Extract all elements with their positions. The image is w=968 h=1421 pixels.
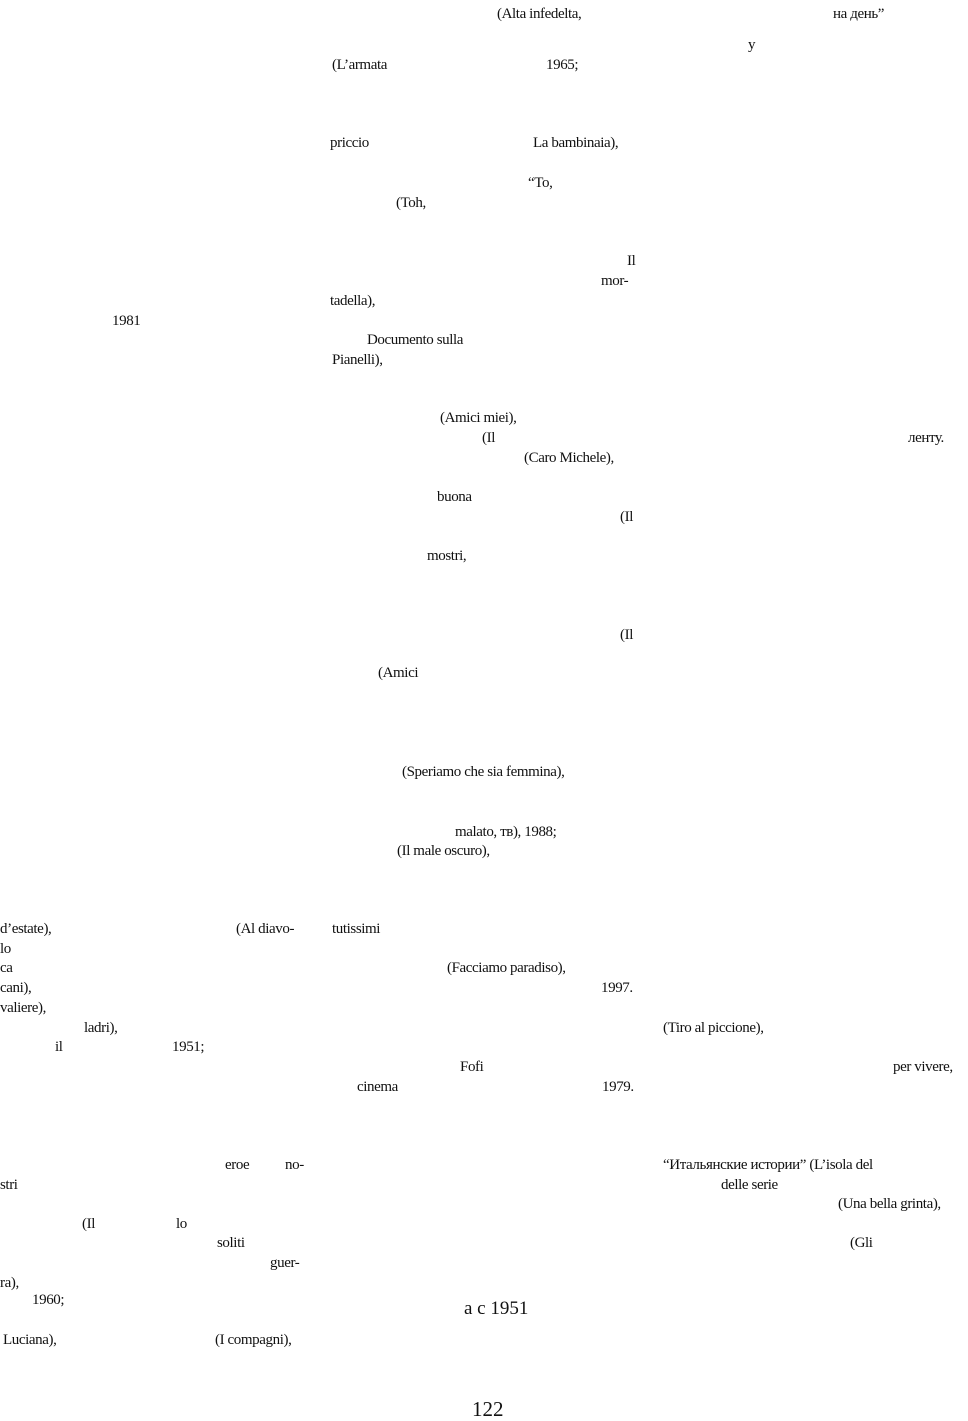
- text-fragment: 1965;: [546, 57, 579, 73]
- text-fragment: 1979.: [602, 1079, 634, 1095]
- text-fragment: per vivere,: [893, 1059, 953, 1075]
- text-fragment: (Gli: [850, 1235, 873, 1251]
- text-fragment: (Il: [620, 509, 633, 525]
- text-fragment: у: [748, 37, 756, 53]
- text-fragment: (Una bella grinta),: [838, 1196, 941, 1212]
- text-fragment: delle serie: [721, 1177, 778, 1193]
- text-fragment: eroe: [225, 1157, 250, 1173]
- text-fragment: (Il: [82, 1216, 95, 1232]
- text-fragment: (I compagni),: [215, 1332, 292, 1348]
- text-fragment: Luciana),: [3, 1332, 57, 1348]
- text-fragment: no-: [285, 1157, 304, 1173]
- text-fragment: lo: [176, 1216, 187, 1232]
- text-fragment: 1951;: [172, 1039, 205, 1055]
- text-fragment: на день”: [833, 6, 885, 22]
- text-fragment: guer-: [270, 1255, 300, 1271]
- text-fragment: (Il: [482, 430, 495, 446]
- text-fragment: mostri,: [427, 548, 467, 564]
- text-fragment: cinema: [357, 1079, 398, 1095]
- text-fragment: malato, тв), 1988;: [455, 824, 557, 840]
- heading: а с 1951: [464, 1298, 529, 1319]
- text-fragment: Il: [627, 253, 636, 269]
- text-fragment: 1997.: [601, 980, 633, 996]
- text-fragment: Documento sulla: [367, 332, 464, 348]
- text-fragment: 1981: [112, 313, 141, 329]
- text-fragment: (Toh,: [396, 195, 426, 211]
- text-fragment: d’estate),: [0, 921, 52, 937]
- text-fragment: (Amici miei),: [440, 410, 517, 426]
- text-fragment: (Al diavo-: [236, 921, 295, 937]
- text-fragment: “Итальянские истории” (L’isola del: [663, 1157, 873, 1173]
- text-fragment: (Il: [620, 627, 633, 643]
- text-fragment: (Caro Michele),: [524, 450, 614, 466]
- text-fragment: stri: [0, 1177, 18, 1193]
- text-fragment: il: [55, 1039, 63, 1055]
- text-fragment: ca: [0, 960, 13, 976]
- page-number: 122: [472, 1397, 504, 1421]
- text-fragment: buona: [437, 489, 472, 505]
- text-fragment: tadella),: [330, 293, 376, 309]
- text-fragment: (Facciamo paradiso),: [447, 960, 566, 976]
- text-fragment: (Alta infedelta,: [497, 6, 582, 22]
- text-fragment: (Tiro al piccione),: [663, 1020, 764, 1036]
- text-fragment: soliti: [217, 1235, 245, 1251]
- text-fragment: ladri),: [84, 1020, 118, 1036]
- text-fragment: ra),: [0, 1275, 19, 1291]
- text-fragment: lo: [0, 941, 11, 957]
- text-fragment: 1960;: [32, 1292, 65, 1308]
- text-fragment: “To,: [528, 175, 553, 191]
- text-fragment: tutissimi: [332, 921, 381, 937]
- text-fragment: Fofi: [460, 1059, 484, 1075]
- text-fragment: (Speriamo che sia femmina),: [402, 764, 565, 780]
- text-fragment: cani),: [0, 980, 32, 996]
- text-fragment: valiere),: [0, 1000, 46, 1016]
- text-fragment: mor-: [601, 273, 629, 289]
- text-fragment: (Amici: [378, 665, 419, 681]
- text-fragment: (Il male oscuro),: [397, 843, 490, 859]
- text-fragment: La bambinaia),: [533, 135, 619, 151]
- text-fragment: priccio: [330, 135, 369, 151]
- text-fragment: Pianelli),: [332, 352, 383, 368]
- text-fragment: ленту.: [908, 430, 944, 446]
- text-fragment: (L’armata: [332, 57, 387, 73]
